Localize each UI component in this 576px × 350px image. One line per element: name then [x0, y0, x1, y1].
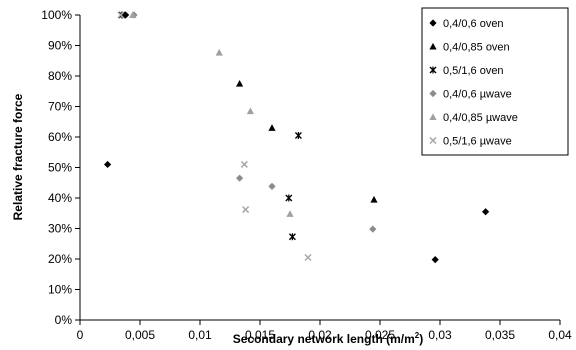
y-tick-label: 60% [48, 130, 72, 144]
data-point [129, 11, 137, 19]
x-tick-label: 0,04 [548, 328, 572, 342]
data-point [104, 160, 112, 169]
legend-marker [429, 19, 437, 27]
data-point [369, 225, 377, 233]
legend-marker [429, 66, 437, 74]
data-point [118, 11, 126, 19]
x-tick-label: 0 [77, 328, 84, 342]
y-tick-label: 50% [48, 161, 72, 175]
legend-box [421, 7, 569, 156]
data-point [288, 233, 296, 241]
data-point [482, 208, 490, 216]
data-point [370, 195, 378, 203]
legend-marker [429, 136, 437, 145]
legend-label: 0,5/1,6 µwave [443, 136, 512, 148]
x-tick-label: 0,025 [365, 328, 395, 342]
x-axis-title: Secondary network length (m/m2) [233, 331, 424, 346]
y-axis-title: Relative fracture force [11, 93, 25, 220]
legend-marker [429, 113, 437, 121]
x-tick-label: 0,03 [428, 328, 452, 342]
data-point [242, 206, 250, 214]
data-point [215, 48, 223, 56]
data-point [236, 80, 244, 87]
data-point [268, 124, 276, 131]
legend-label: 0,5/1,6 oven [443, 65, 504, 77]
legend-marker [429, 89, 437, 98]
x-axis-title-superscript: 2 [415, 331, 420, 340]
x-tick-label: 0,015 [245, 328, 275, 342]
y-tick-label: 80% [48, 69, 72, 83]
data-point [236, 174, 244, 182]
legend-label: 0,4/0,85 µwave [443, 112, 518, 124]
x-tick-label: 0,035 [485, 328, 515, 342]
x-axis-title-close: ) [419, 332, 423, 346]
data-point [294, 131, 302, 139]
y-tick-label: 0% [55, 313, 73, 327]
y-tick-label: 70% [48, 100, 72, 114]
y-tick-label: 10% [48, 283, 72, 297]
data-point [246, 107, 254, 115]
x-tick-label: 0,01 [188, 328, 212, 342]
y-tick-label: 100% [41, 8, 72, 22]
y-tick-label: 90% [48, 39, 72, 53]
data-point [240, 160, 248, 168]
x-axis-title-main: Secondary network length (m/m [233, 332, 415, 346]
data-point [268, 182, 276, 191]
legend-label: 0,4/0,6 oven [443, 18, 504, 30]
y-tick-label: 30% [48, 222, 72, 236]
y-tick-label: 40% [48, 191, 72, 205]
y-tick-label: 20% [48, 252, 72, 266]
data-point [285, 194, 293, 202]
data-point [304, 253, 312, 262]
x-axis-ticks: 0 0,005 0,01 0,015 0,02 0,025 0,03 0,035 0,04 [77, 320, 572, 342]
legend-label: 0,4/0,6 µwave [443, 89, 512, 101]
data-point [117, 11, 125, 19]
y-axis-ticks: 0% 10% 20% 30% 40% 50% 60% 70% 80% 90% 100% [41, 8, 80, 327]
legend: 0,4/0,6 oven 0,4/0,85 oven 0,5/1,6 oven 0,4… [421, 7, 569, 156]
x-tick-label: 0,02 [308, 328, 332, 342]
x-tick-label: 0,005 [125, 328, 155, 342]
data-points [104, 11, 490, 264]
legend-label: 0,4/0,85 oven [443, 42, 510, 54]
data-point [431, 256, 439, 264]
data-point [286, 210, 294, 217]
legend-marker [429, 42, 437, 50]
